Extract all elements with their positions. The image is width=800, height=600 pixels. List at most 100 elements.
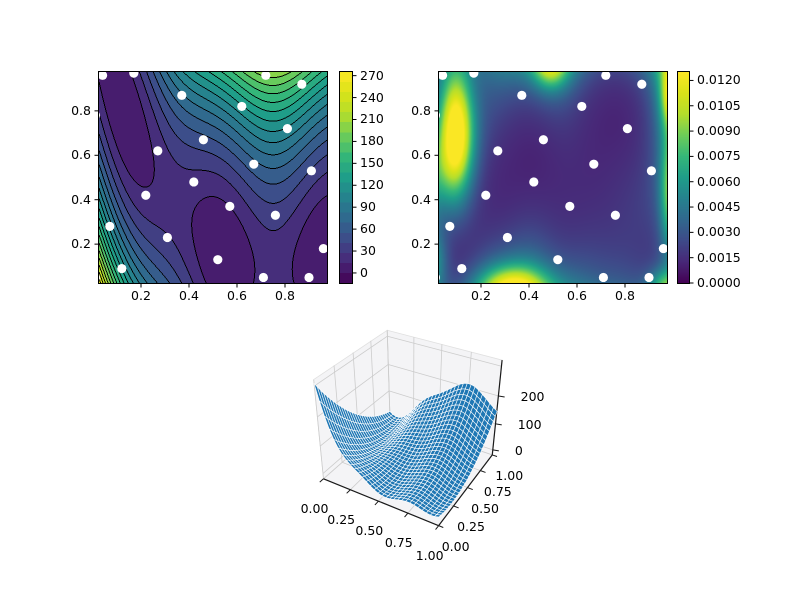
surface-quad [466, 466, 473, 474]
surface-quad [413, 465, 421, 470]
surface-quad [361, 448, 369, 454]
surface-quad [437, 416, 445, 424]
surface-quad [449, 394, 457, 403]
surface-quad [396, 465, 404, 471]
surface-quad [417, 424, 424, 430]
surface-quad [361, 475, 370, 482]
surface-quad [435, 396, 443, 404]
surface3d-mesh [313, 382, 498, 518]
surface-quad [429, 442, 437, 448]
surface-quad [342, 434, 351, 445]
surface-quad [456, 474, 464, 482]
surface-quad [456, 484, 464, 491]
surface-quad [443, 392, 451, 401]
surface-quad [384, 439, 392, 443]
surface-quad [368, 478, 376, 485]
surface-quad [395, 453, 403, 459]
surface-quad [383, 423, 391, 429]
surface-quad [423, 454, 431, 460]
surface-quad [439, 455, 446, 463]
grid-x-floor [349, 427, 414, 491]
surface-quad [458, 448, 466, 458]
surface-quad [403, 413, 409, 419]
surface-quad [367, 458, 375, 464]
surface-quad [390, 422, 398, 427]
surface-quad [349, 443, 358, 451]
surface-quad [382, 441, 390, 445]
surface-quad [369, 423, 377, 431]
surface-quad [377, 456, 385, 461]
surface-quad [436, 497, 444, 504]
surface-quad [424, 489, 432, 496]
surface-quad [393, 416, 400, 420]
surface-quad [375, 438, 383, 443]
surface-quad [387, 426, 394, 431]
surface-quad [446, 461, 454, 470]
surface-quad [414, 404, 421, 412]
surface-quad [342, 448, 351, 456]
surface-quad [408, 421, 416, 427]
surface-quad [345, 418, 354, 431]
surface-quad [430, 488, 438, 496]
surface-quad [390, 432, 398, 437]
surface-quad [399, 432, 406, 437]
surface-quad [405, 445, 412, 452]
surface-quad [424, 472, 432, 479]
surface-quad [447, 390, 455, 400]
surface-quad [436, 512, 444, 516]
surface-quad [407, 496, 415, 501]
surface-quad [355, 422, 363, 432]
contour-colorbar-canvas [340, 72, 352, 283]
surface-quad [481, 418, 488, 429]
surface-quad [403, 495, 411, 500]
surface-quad [405, 498, 413, 504]
surface-quad [415, 462, 423, 467]
surface-quad [408, 410, 414, 417]
surface-quad [389, 424, 396, 429]
surface-quad [430, 479, 438, 487]
x-tick-label: 0.8 [615, 287, 635, 303]
surface-quad [425, 450, 433, 456]
surface-quad [365, 479, 374, 487]
surface-quad [357, 454, 365, 459]
surface-quad [453, 425, 460, 434]
surface-quad [398, 438, 406, 442]
surface-quad [468, 397, 476, 408]
surface-quad [382, 434, 389, 439]
surface-quad [388, 445, 396, 450]
surface-quad [399, 494, 407, 499]
surface-quad [468, 438, 475, 448]
y-tick-3d [453, 505, 459, 509]
variance-colorbar-canvas [678, 72, 689, 283]
surface-quad [362, 461, 370, 466]
surface-quad [414, 444, 422, 449]
surface-quad [448, 488, 456, 495]
grid-z-back [389, 415, 493, 451]
surface-quad [462, 439, 470, 449]
surface-quad [420, 432, 428, 438]
surface-quad [379, 477, 387, 483]
surface-quad [378, 465, 386, 471]
surface-quad [399, 415, 407, 421]
surface-quad [394, 423, 401, 427]
surface-quad [432, 405, 439, 413]
x-tick-label: 0.4 [179, 287, 199, 303]
surface-quad [407, 435, 415, 440]
surface-quad [327, 407, 337, 425]
surface-quad [435, 412, 443, 420]
surface-quad [392, 433, 399, 439]
surface-quad [409, 493, 418, 499]
surface-quad [431, 454, 439, 460]
surface-quad [468, 384, 476, 393]
surface-quad [380, 470, 388, 476]
surface-quad [416, 492, 424, 499]
surface-quad [446, 471, 454, 480]
surface-quad [371, 461, 379, 466]
surface-quad [424, 480, 432, 487]
surface-quad [403, 475, 411, 480]
surface3d-y-tick-label: 0.00 [441, 538, 470, 554]
surface-quad [366, 415, 373, 425]
surface-quad [406, 487, 414, 491]
surface-quad [472, 442, 479, 452]
surface-quad [455, 409, 462, 417]
